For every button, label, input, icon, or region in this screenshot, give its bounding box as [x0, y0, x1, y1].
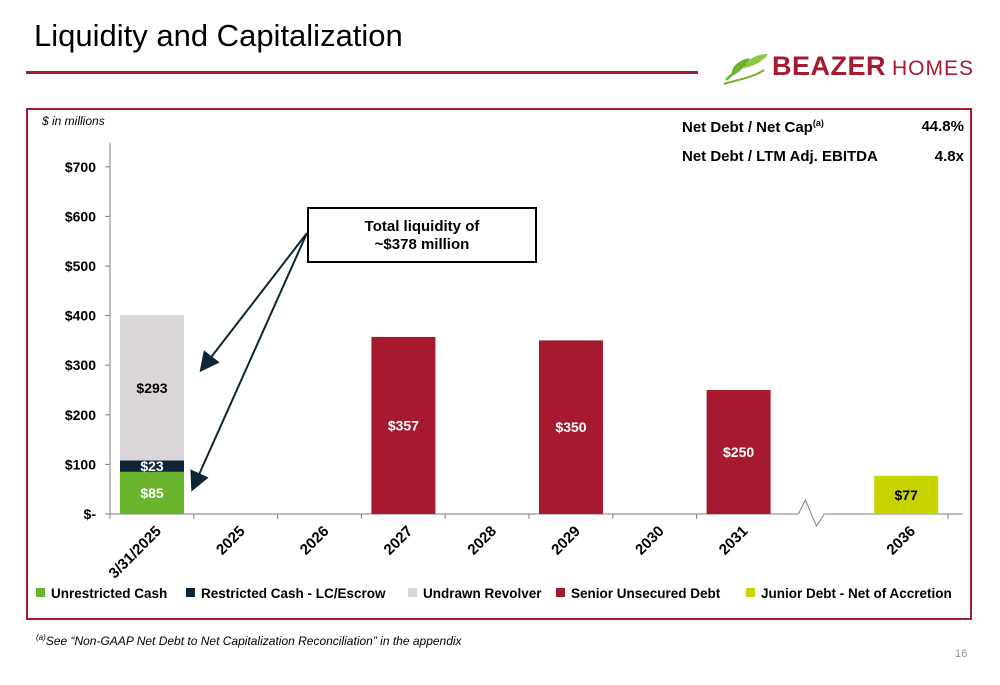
bar [120, 315, 184, 461]
x-tick-label: 2027 [381, 523, 417, 559]
y-tick-label: $700 [65, 159, 96, 175]
y-tick-label: $400 [65, 308, 96, 324]
x-tick-label: 2031 [716, 523, 752, 559]
data-label: $23 [140, 458, 164, 474]
legend-item-unrestricted-cash: Unrestricted Cash [36, 586, 167, 601]
leaf-icon [723, 54, 768, 85]
axis-break-mark [797, 498, 825, 528]
metric-row-net-debt-ebitda: Net Debt / LTM Adj. EBITDA 4.8x [682, 148, 972, 178]
chart-legend: Unrestricted Cash Restricted Cash - LC/E… [36, 586, 971, 606]
legend-item-undrawn-revolver: Undrawn Revolver [408, 586, 542, 601]
legend-swatch [36, 588, 45, 597]
footnote: (a)See “Non-GAAP Net Debt to Net Capital… [36, 633, 462, 648]
legend-swatch [746, 588, 755, 597]
metric-row-net-debt-net-cap: Net Debt / Net Cap(a) 44.8% [682, 118, 972, 148]
y-tick-label: $300 [65, 357, 96, 373]
data-label: $250 [723, 444, 754, 460]
data-label: $77 [895, 487, 919, 503]
metric-value: 44.8% [921, 118, 964, 135]
y-tick-label: $- [84, 506, 97, 522]
liquidity-callout: Total liquidity of ~$378 million [307, 207, 537, 263]
bar [706, 390, 771, 514]
logo-brand: BEAZER [772, 51, 887, 81]
x-tick-label: 2036 [883, 523, 919, 559]
callout-line-1: Total liquidity of [364, 218, 480, 235]
chart-panel [26, 108, 972, 620]
legend-item-senior-unsecured-debt: Senior Unsecured Debt [556, 586, 720, 601]
legend-item-restricted-cash: Restricted Cash - LC/Escrow [186, 586, 386, 601]
x-tick-label: 2028 [464, 523, 500, 559]
callout-line-2: ~$378 million [374, 236, 470, 253]
title-divider [26, 71, 698, 74]
x-tick-label: 2026 [297, 523, 333, 559]
metric-label: Net Debt / Net Cap(a) [682, 118, 824, 136]
bar [120, 460, 184, 472]
metrics-table: Net Debt / Net Cap(a) 44.8% Net Debt / L… [682, 118, 972, 178]
x-tick-label: 2029 [548, 523, 584, 559]
bar [539, 340, 603, 514]
data-label: $85 [140, 485, 164, 501]
legend-item-junior-debt: Junior Debt - Net of Accretion [746, 586, 952, 601]
callout-arrow [199, 232, 308, 373]
units-note: $ in millions [42, 114, 105, 128]
page-number: 16 [955, 648, 968, 660]
data-label: $293 [136, 380, 167, 396]
bar [874, 475, 939, 514]
callout-arrow [190, 232, 308, 492]
page-title: Liquidity and Capitalization [34, 18, 403, 53]
metric-value: 4.8x [934, 148, 964, 165]
beazer-homes-logo: BEAZER HOMES [722, 50, 982, 86]
legend-swatch [556, 588, 565, 597]
bar [371, 336, 436, 514]
bar [120, 471, 184, 514]
logo-suffix: HOMES [892, 57, 975, 80]
x-tick-label: 2030 [632, 523, 668, 559]
metric-label: Net Debt / LTM Adj. EBITDA [682, 148, 878, 165]
y-tick-label: $200 [65, 407, 96, 423]
data-label: $350 [555, 419, 586, 435]
x-tick-label: 3/31/2025 [106, 523, 165, 582]
legend-swatch [408, 588, 417, 597]
y-tick-label: $100 [65, 456, 96, 472]
data-label: $357 [388, 417, 419, 433]
y-tick-label: $600 [65, 208, 96, 224]
y-tick-label: $500 [65, 258, 96, 274]
legend-swatch [186, 588, 195, 597]
x-tick-label: 2025 [213, 523, 249, 559]
